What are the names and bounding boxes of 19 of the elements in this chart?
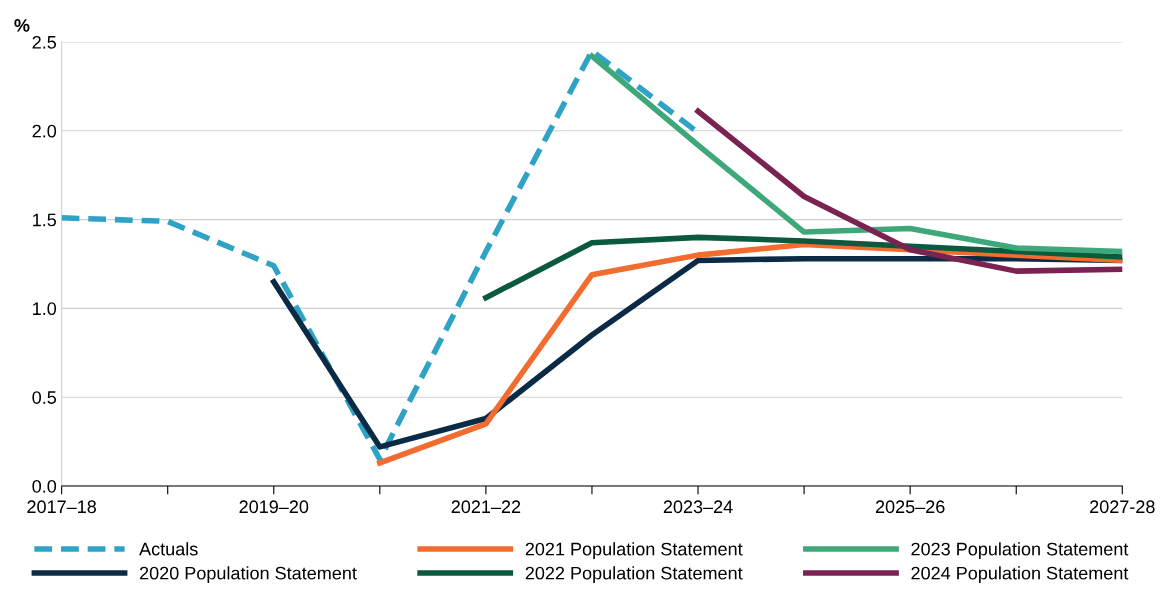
legend-label: 2023 Population Statement [911, 542, 1129, 560]
y-axis-title: % [14, 19, 30, 32]
y-tick-label: 1.0 [33, 302, 57, 316]
legend-label: 2021 Population Statement [525, 542, 743, 560]
y-tick-label: 2.5 [32, 35, 57, 49]
x-tick-label: 2021–22 [451, 500, 521, 514]
legend-label: 2022 Population Statement [525, 566, 743, 584]
x-tick-label: 2019–20 [239, 500, 309, 514]
x-tick-label: 2025–26 [875, 500, 945, 514]
x-tick-label: 2023–24 [663, 500, 733, 514]
y-tick-label: 1.5 [33, 213, 57, 227]
x-tick-label: 2017–18 [27, 500, 96, 514]
legend-label: 2024 Population Statement [911, 566, 1129, 584]
y-tick-label: 0.5 [32, 391, 57, 404]
legend-label: 2020 Population Statement [139, 566, 357, 584]
y-tick-label: 2.0 [32, 124, 57, 138]
legend-label: Actuals [139, 542, 198, 556]
y-tick-label: 0.0 [32, 479, 57, 493]
x-tick-label: 2027-28 [1090, 500, 1155, 514]
